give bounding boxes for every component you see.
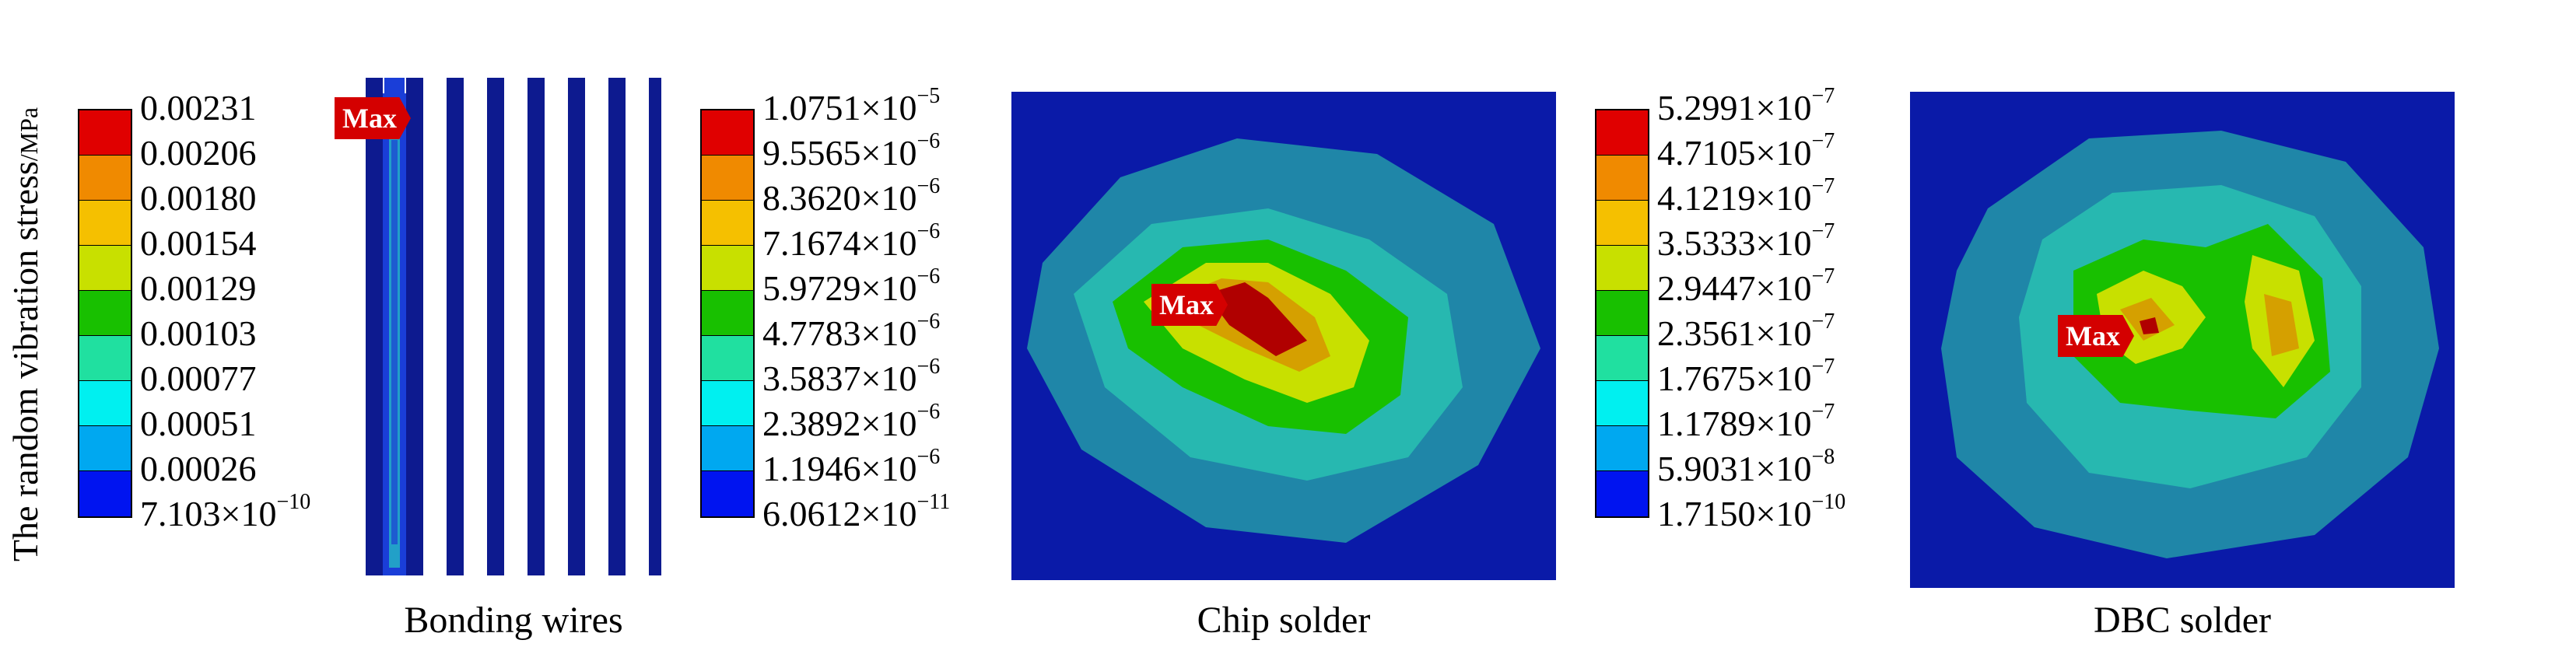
legend-swatch (79, 426, 131, 471)
legend-tick-label: 0.00051 (140, 404, 257, 443)
legend-tick-label: 3.5333×10−7 (1657, 219, 1835, 264)
legend-swatch (79, 471, 131, 516)
bonding-wires-plot (366, 78, 661, 575)
legend-tick-label: 0.00154 (140, 223, 257, 263)
max-marker-label: Max (2066, 320, 2120, 351)
y-axis-unit: /MPa (15, 107, 43, 162)
chip-solder-plot (1011, 92, 1556, 580)
legend-swatch (1596, 336, 1648, 381)
bonding-wires-tick-labels: 0.00231 0.00206 0.00180 0.00154 0.00129 0.001… (140, 86, 310, 537)
legend-swatch (79, 156, 131, 201)
legend-swatch (1596, 201, 1648, 246)
legend-tick-label: 3.5837×10−6 (762, 355, 941, 399)
max-marker-chip-solder: Max (1151, 284, 1228, 326)
legend-tick-label: 0.00129 (140, 268, 257, 308)
dbc-solder-tick-labels: 5.2991×10−7 4.7105×10−7 4.1219×10−7 3.5333×… (1657, 86, 1845, 537)
dbc-solder-contour (1910, 92, 2455, 588)
legend-swatch (79, 291, 131, 336)
legend-swatch (1596, 426, 1648, 471)
legend-swatch (702, 381, 753, 426)
legend-swatch (702, 471, 753, 516)
max-marker-label: Max (1159, 289, 1214, 320)
legend-swatch (702, 246, 753, 291)
legend-tick-label: 4.7105×10−7 (1657, 129, 1835, 173)
legend-swatch (1596, 156, 1648, 201)
legend-tick-label: 1.7150×10−10 (1657, 490, 1846, 534)
legend-tick-label: 7.103×10−10 (140, 490, 311, 534)
legend-swatch (1596, 381, 1648, 426)
legend-tick-label: 7.1674×10−6 (762, 219, 941, 264)
legend-tick-label: 0.00231 (140, 88, 257, 128)
legend-tick-label: 0.00180 (140, 178, 257, 218)
legend-swatch (1596, 110, 1648, 156)
legend-tick-label: 5.9031×10−8 (1657, 445, 1835, 489)
legend-swatch (1596, 471, 1648, 516)
caption-dbc-solder: DBC solder (2094, 600, 2271, 641)
legend-swatch (702, 110, 753, 156)
caption-chip-solder: Chip solder (1197, 600, 1371, 641)
legend-tick-label: 9.5565×10−6 (762, 129, 941, 173)
legend-tick-label: 1.1789×10−7 (1657, 400, 1835, 444)
legend-swatch (702, 156, 753, 201)
bonding-wires-color-legend (78, 109, 132, 518)
y-axis-label-text: The random vibration stress (5, 161, 45, 562)
legend-tick-label: 0.00077 (140, 358, 257, 398)
legend-tick-label: 5.2991×10−7 (1657, 84, 1835, 128)
legend-tick-label: 4.1219×10−7 (1657, 174, 1835, 219)
legend-swatch (79, 201, 131, 246)
legend-tick-label: 2.3892×10−6 (762, 400, 941, 444)
max-marker-label: Max (342, 103, 397, 134)
legend-swatch (702, 201, 753, 246)
legend-swatch (702, 291, 753, 336)
legend-swatch (79, 381, 131, 426)
legend-swatch (79, 110, 131, 156)
max-marker-dbc-solder: Max (2058, 315, 2134, 357)
y-axis-label: The random vibration stress/MPa (5, 107, 48, 562)
caption-bonding-wires: Bonding wires (404, 600, 623, 641)
dbc-solder-color-legend (1595, 109, 1649, 518)
legend-swatch (1596, 246, 1648, 291)
chip-solder-tick-labels: 1.0751×10−5 9.5565×10−6 8.3620×10−6 7.1674×… (762, 86, 950, 537)
legend-tick-label: 1.7675×10−7 (1657, 355, 1835, 399)
max-marker-bonding-wires: Max (335, 97, 411, 139)
chip-solder-color-legend (700, 109, 755, 518)
legend-tick-label: 5.9729×10−6 (762, 264, 941, 309)
legend-swatch (79, 336, 131, 381)
legend-tick-label: 1.0751×10−5 (762, 84, 941, 128)
legend-tick-label: 0.00026 (140, 449, 257, 488)
legend-tick-label: 2.3561×10−7 (1657, 310, 1835, 354)
legend-swatch (79, 246, 131, 291)
legend-swatch (702, 426, 753, 471)
dbc-solder-plot (1910, 92, 2455, 588)
legend-tick-label: 0.00206 (140, 133, 257, 173)
bonding-wires-contour (366, 78, 661, 575)
legend-tick-label: 0.00103 (140, 313, 257, 353)
legend-swatch (1596, 291, 1648, 336)
chip-solder-contour (1011, 92, 1556, 580)
legend-swatch (702, 336, 753, 381)
legend-tick-label: 4.7783×10−6 (762, 310, 941, 354)
legend-tick-label: 8.3620×10−6 (762, 174, 941, 219)
legend-tick-label: 6.0612×10−11 (762, 490, 951, 534)
legend-tick-label: 1.1946×10−6 (762, 445, 941, 489)
legend-tick-label: 2.9447×10−7 (1657, 264, 1835, 309)
